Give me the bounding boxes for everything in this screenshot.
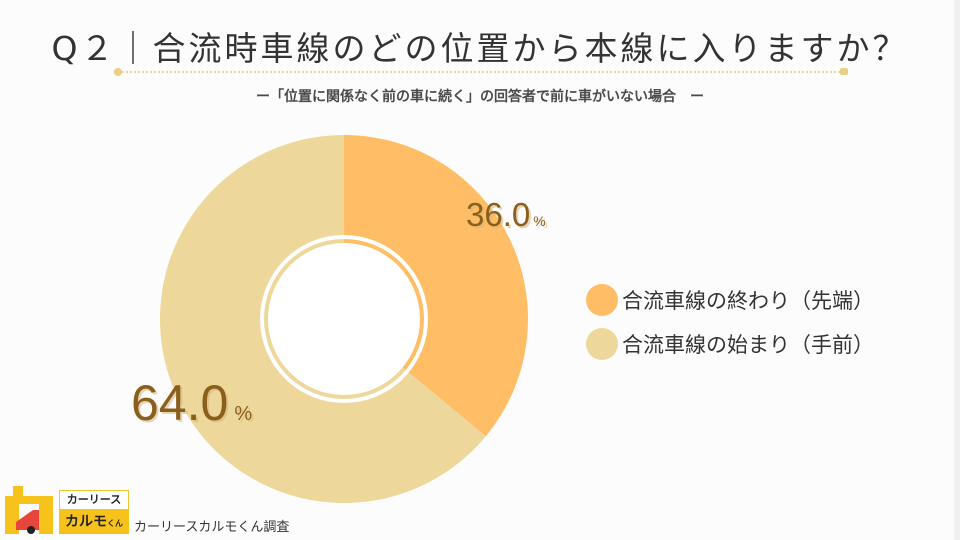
divider-dot-left — [114, 68, 122, 76]
legend-item-end: 合流車線の終わり（先端） — [586, 278, 874, 322]
legend-swatch-end — [586, 284, 618, 316]
chart-legend: 合流車線の終わり（先端） 合流車線の始まり（手前） — [586, 278, 874, 366]
page-title: Q２｜合流時車線のどの位置から本線に入りますか？ — [51, 29, 909, 68]
slice-label-end: 36.0% — [466, 196, 546, 233]
brand-top-text: カーリース — [59, 490, 129, 510]
donut-slice-1 — [344, 135, 528, 437]
chart-subtitle: ー「位置に関係なく前の車に続く」の回答者で前に車がいない場合 ー — [256, 89, 704, 105]
brand-main-text: カルモくん — [59, 510, 129, 534]
carmo-logo-icon — [5, 486, 53, 534]
right-edge-bar — [954, 0, 960, 540]
slice-label-start: 64.0% — [131, 375, 253, 431]
donut-hole — [268, 243, 420, 395]
legend-label: 合流車線の始まり（手前） — [622, 333, 874, 357]
legend-label: 合流車線の終わり（先端） — [622, 289, 874, 313]
source-note: カーリースカルモくん調査 — [134, 520, 290, 535]
legend-item-start: 合流車線の始まり（手前） — [586, 322, 874, 366]
legend-swatch-start — [586, 328, 618, 360]
title-divider — [114, 68, 848, 76]
brand-badge: カーリース カルモくん — [59, 490, 129, 534]
divider-dot-right — [840, 68, 848, 75]
donut-inner-ring — [260, 235, 428, 403]
